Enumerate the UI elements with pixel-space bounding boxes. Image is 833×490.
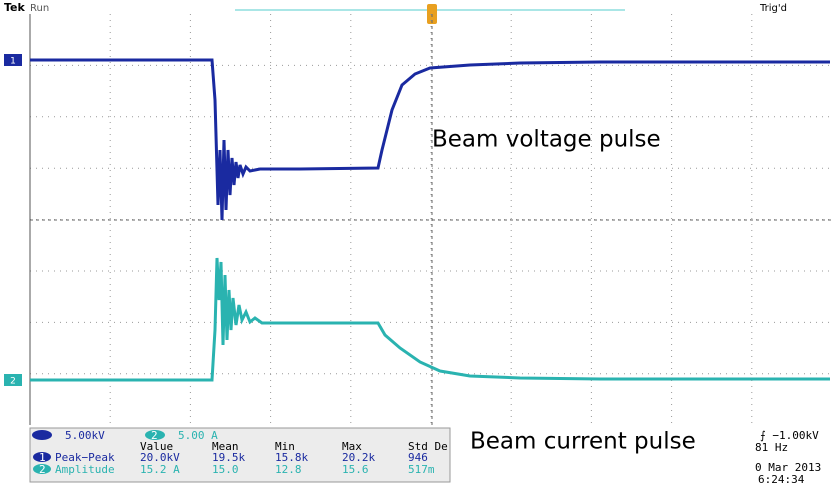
- voltage-annotation: Beam voltage pulse: [432, 127, 661, 153]
- trigger-state: Trig'd: [759, 3, 787, 14]
- cell: 15.2 A: [140, 463, 180, 476]
- cell: 15.6: [342, 463, 369, 476]
- current-annotation: Beam current pulse: [470, 429, 696, 455]
- time: 6:24:34: [758, 473, 805, 486]
- cell: 15.0: [212, 463, 239, 476]
- ch1-scale-dot: [32, 430, 52, 440]
- row-name: Amplitude: [55, 463, 115, 476]
- ch1-scale: 5.00kV: [65, 429, 105, 442]
- frequency: 81 Hz: [755, 441, 788, 454]
- row-channel: 2: [39, 463, 46, 476]
- ch1-marker: 1: [10, 57, 16, 67]
- cell: 517m: [408, 463, 435, 476]
- run-state: Run: [30, 3, 49, 14]
- brand: Tek: [4, 1, 26, 14]
- ch2-marker: 2: [10, 377, 16, 387]
- cell: 12.8: [275, 463, 302, 476]
- scope-screen: Tek Run Trig'd 1 2 Beam voltage pulse 5.…: [0, 0, 833, 486]
